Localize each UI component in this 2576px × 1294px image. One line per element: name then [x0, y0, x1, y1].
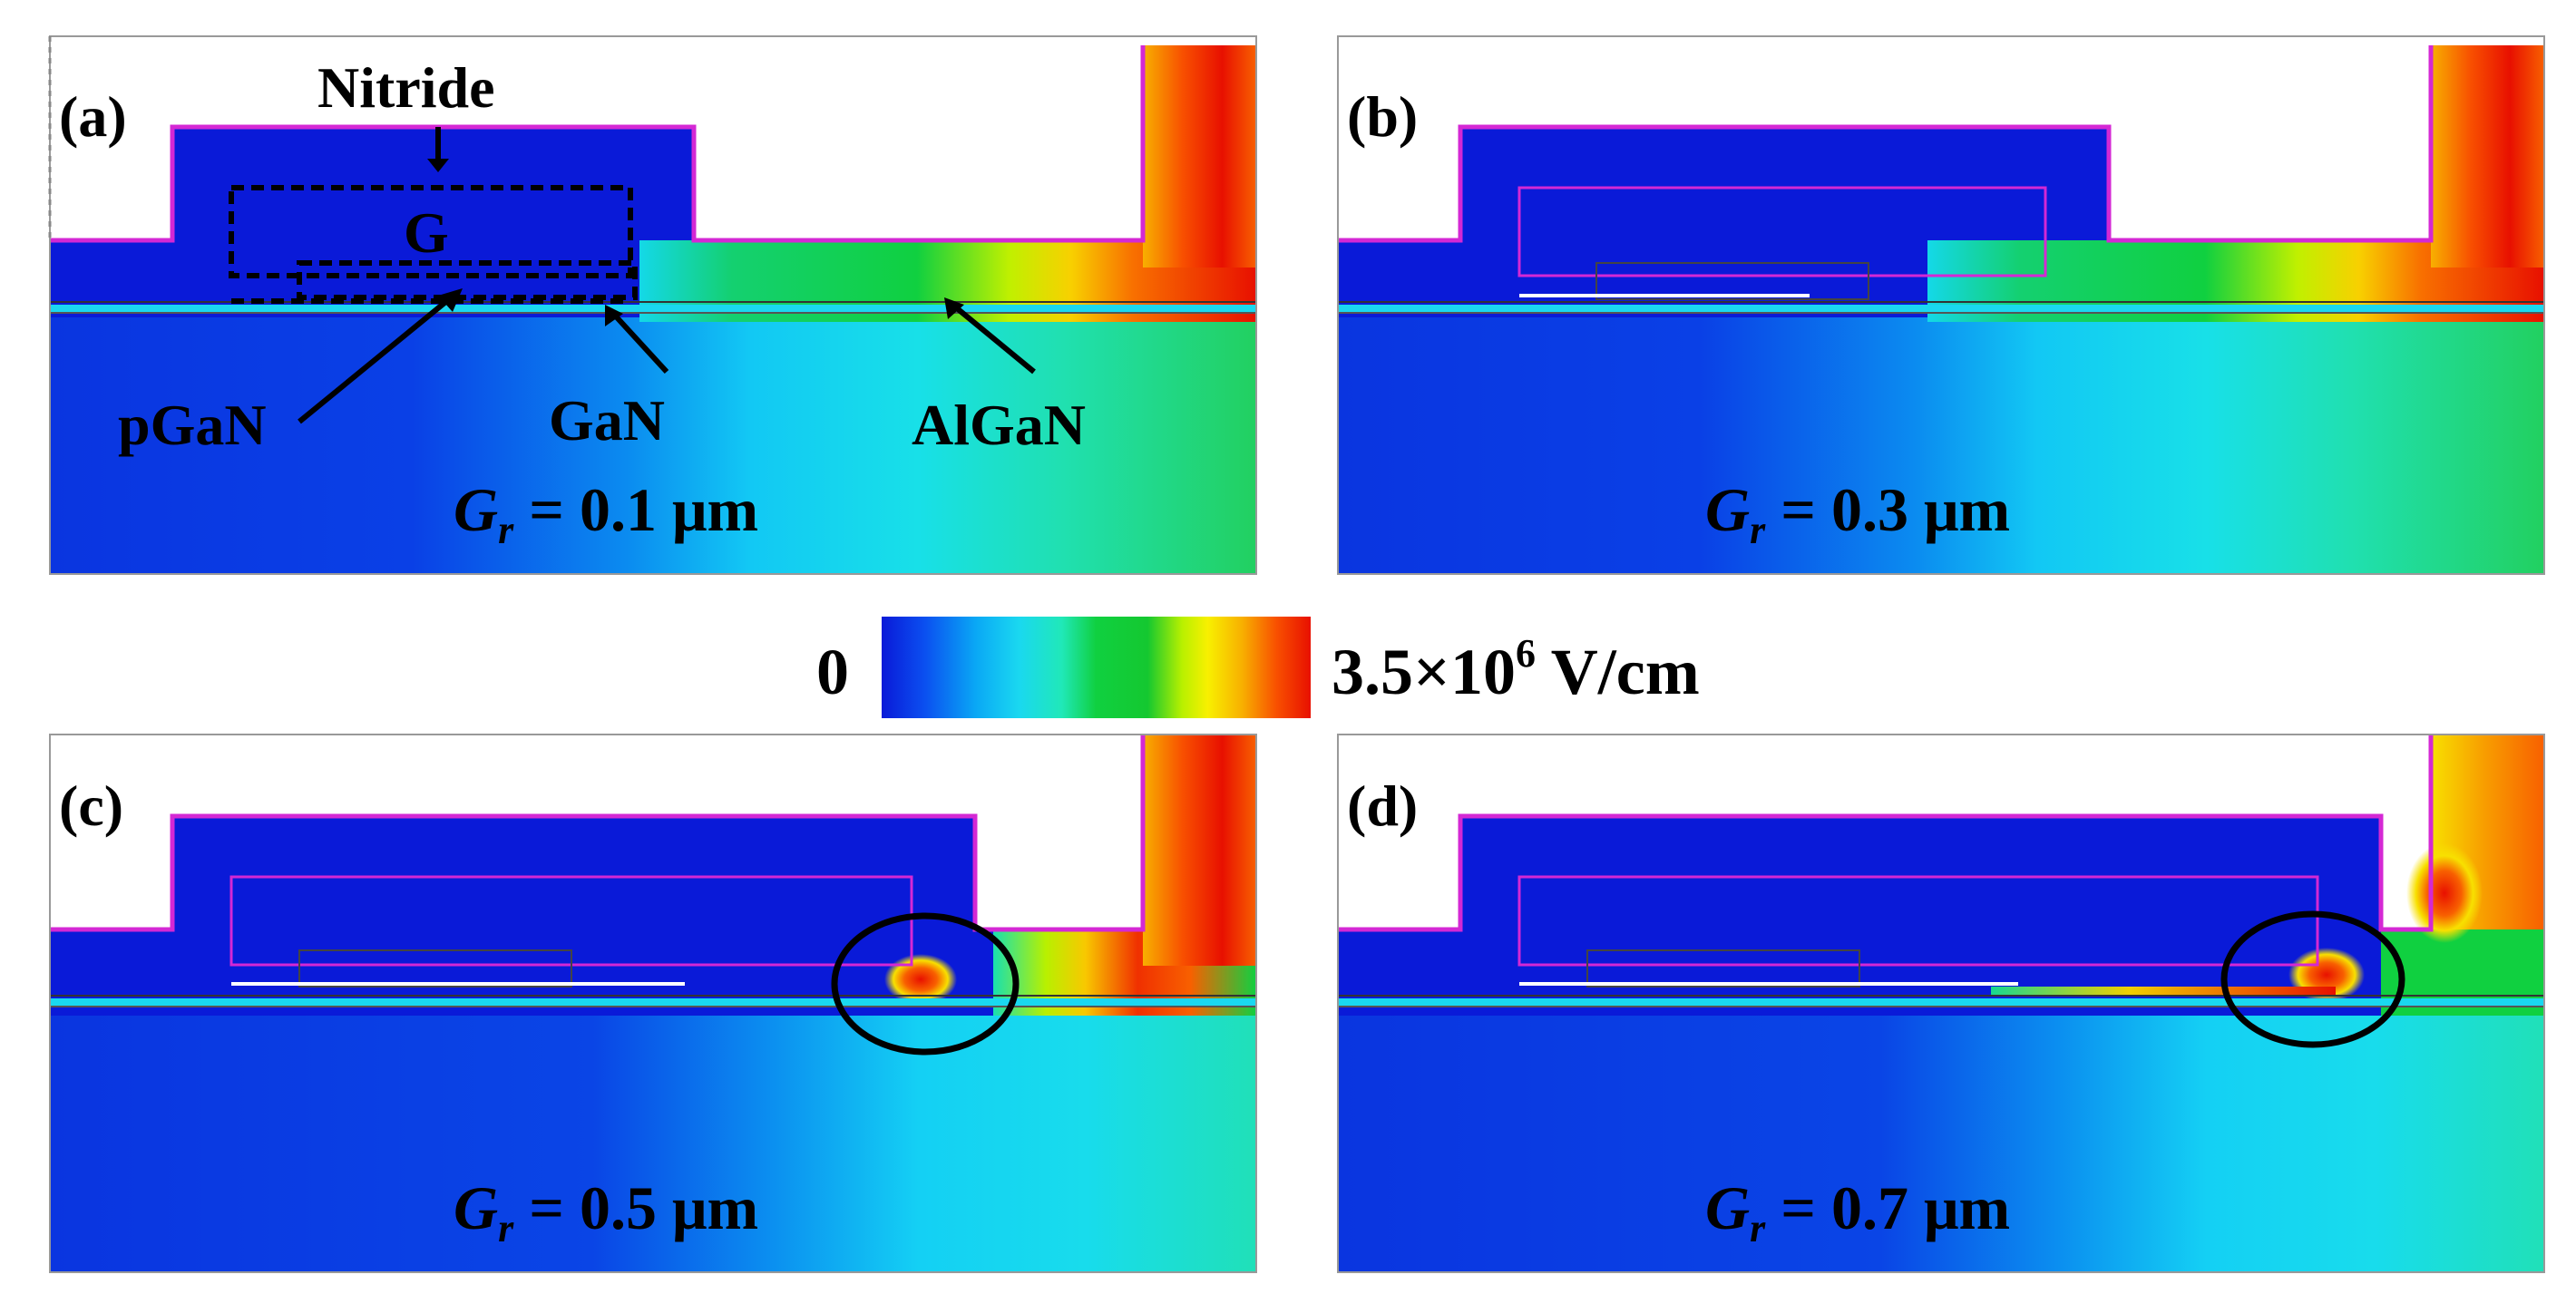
panel-frame [49, 35, 1257, 575]
colorbar: 0 3.5×106 V/cm [816, 617, 1700, 718]
nitride-outline [50, 45, 1146, 243]
nitride-gate-block [1460, 127, 2109, 240]
algan-arrow [955, 306, 1036, 375]
panel-d: (d) Gr = 0.7 μm [1337, 734, 2545, 1273]
pgan-arrow-head [438, 288, 463, 312]
buffer-strip [50, 998, 1256, 1006]
nitride-outline [1338, 45, 2434, 243]
channel-field [1991, 987, 2336, 996]
drain-column [1143, 735, 1256, 966]
drain-hotspot [2406, 843, 2483, 943]
pgan-outline [298, 949, 572, 988]
gr-symbol: G [454, 1173, 498, 1242]
algan-label: AlGaN [912, 393, 1086, 457]
buffer-strip [1338, 305, 2544, 312]
colorbar-gradient [882, 617, 1311, 718]
gr-caption: Gr = 0.5 μm [454, 1173, 758, 1250]
panel-label: (b) [1347, 84, 1418, 149]
highlight-circle [2220, 910, 2405, 1048]
gr-symbol: G [1705, 475, 1750, 544]
gan-label: GaN [549, 388, 665, 452]
gr-caption: Gr = 0.7 μm [1705, 1173, 2010, 1250]
hotspot [884, 954, 957, 1005]
gate-label: G [404, 200, 449, 265]
gr-symbol: G [454, 475, 498, 544]
panel-c: (c) Gr = 0.5 μm [49, 734, 1257, 1273]
panel-frame [1337, 734, 2545, 1273]
gate-region [229, 185, 633, 278]
nitride-outline [1338, 735, 2434, 932]
gr-subscript: r [1750, 508, 1766, 552]
colorbar-min-label: 0 [816, 636, 849, 708]
buffer-strip [50, 305, 1256, 312]
colorbar-max-exp: 6 [1516, 631, 1536, 676]
pgan-region [297, 260, 638, 300]
pgan-label: pGaN [118, 393, 267, 457]
algan-arrow-head [944, 297, 964, 319]
gr-symbol: G [1705, 1173, 1750, 1242]
gan-arrow [614, 315, 669, 375]
panel-frame [49, 734, 1257, 1273]
gr-caption: Gr = 0.3 μm [1705, 475, 2010, 552]
nitride-gate-block [172, 127, 694, 240]
panel-label: (d) [1347, 773, 1418, 838]
panel-a: (a) Nitride G pGaN GaN AlGaN Gr = 0.1 μm [48, 35, 1257, 575]
gr-value: = 0.5 μm [513, 1173, 758, 1242]
highlight-circle [831, 912, 1020, 1056]
panel-label: (c) [59, 773, 123, 838]
colorbar-max-unit: V/cm [1536, 636, 1700, 708]
bulk-region [1338, 317, 2544, 574]
panel-b: (b) Gr = 0.3 μm [1337, 35, 2545, 575]
gate-outline [1517, 875, 2319, 967]
gr-subscript: r [498, 508, 514, 552]
drain-column [2431, 45, 2544, 268]
gr-value: = 0.3 μm [1765, 475, 2010, 544]
gate-outline [1517, 186, 2047, 277]
drain-column [1143, 45, 1256, 268]
colorbar-max-base: 3.5×10 [1332, 636, 1516, 708]
nitride-label: Nitride [317, 55, 495, 120]
nitride-arrow-head [427, 159, 449, 172]
nitride-gate-block [1460, 816, 2381, 929]
pgan-arrow [298, 297, 451, 424]
colorbar-max-label: 3.5×106 V/cm [1332, 631, 1700, 708]
gr-subscript: r [498, 1206, 514, 1250]
gr-caption: Gr = 0.1 μm [454, 475, 758, 552]
panel-frame [1337, 35, 2545, 575]
nitride-outline [50, 735, 1146, 932]
gr-subscript: r [1750, 1206, 1766, 1250]
nitride-gate-block [172, 816, 975, 929]
gr-value: = 0.1 μm [513, 475, 758, 544]
bulk-region [1338, 1016, 2544, 1272]
pgan-outline [1595, 262, 1869, 300]
gan-arrow-head [605, 305, 623, 326]
buffer-strip [1338, 998, 2544, 1006]
gr-value: = 0.7 μm [1765, 1173, 2010, 1242]
bulk-region [50, 1016, 1256, 1272]
pgan-outline [1586, 949, 1860, 988]
panel-label: (a) [59, 84, 127, 149]
